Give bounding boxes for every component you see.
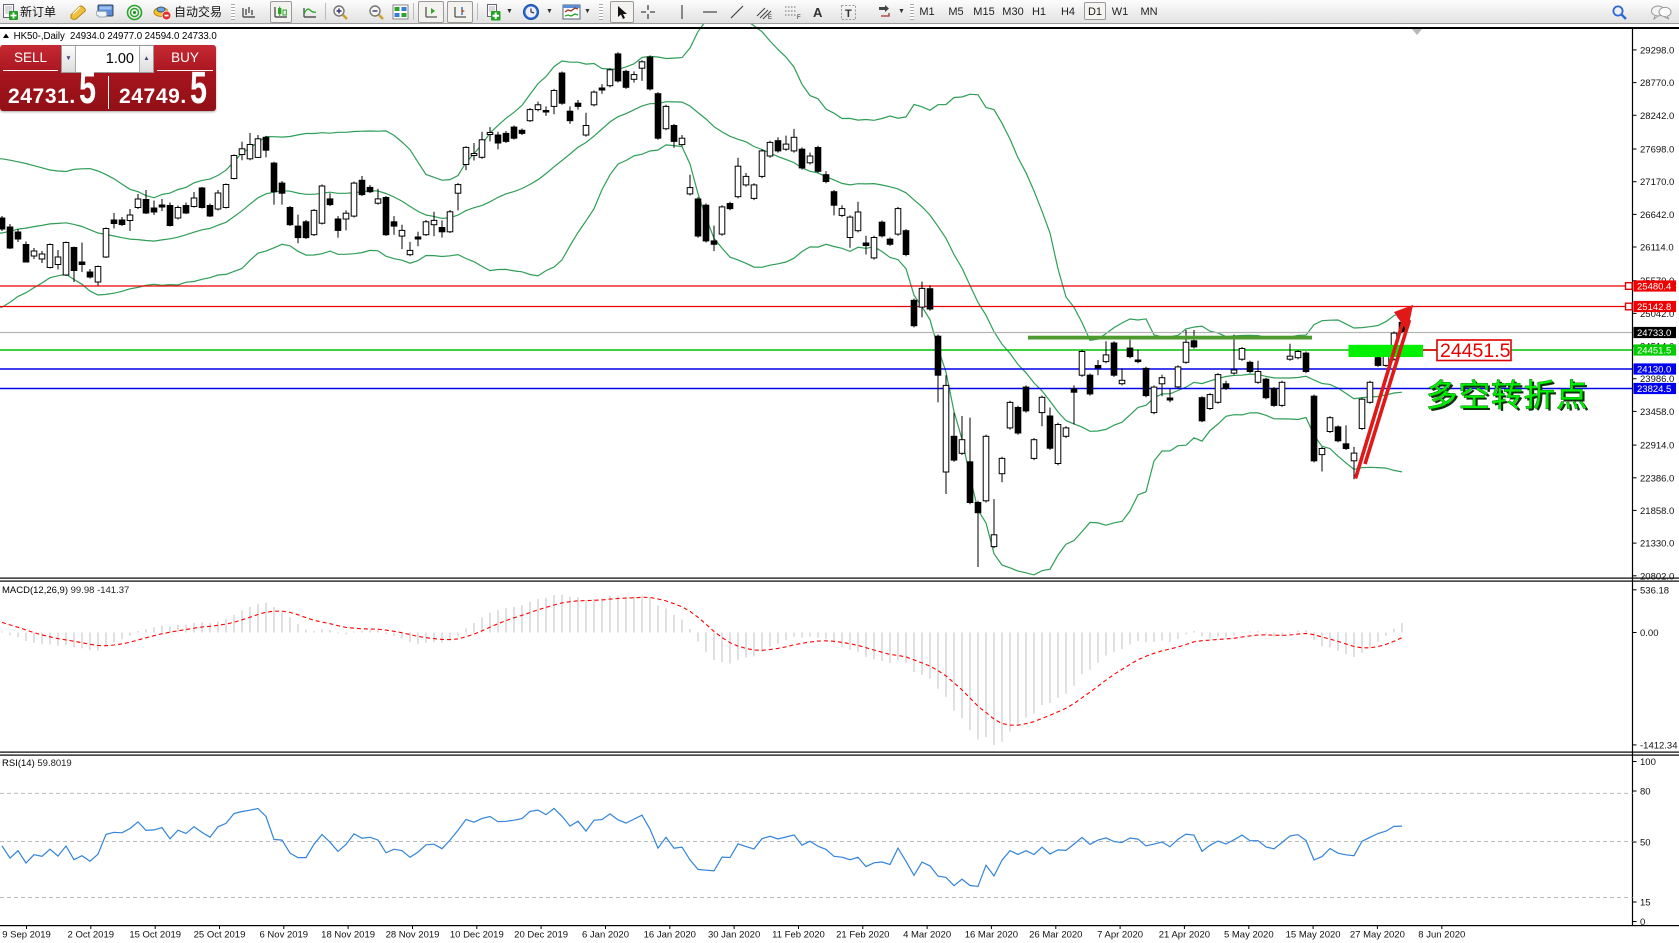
svg-text:4 Mar 2020: 4 Mar 2020 xyxy=(903,930,951,941)
svg-text:MACD(12,26,9) 99.98 -141.37: MACD(12,26,9) 99.98 -141.37 xyxy=(2,585,129,596)
svg-text:80: 80 xyxy=(1640,787,1651,798)
svg-text:15 May 2020: 15 May 2020 xyxy=(1286,930,1341,941)
svg-text:25480.4: 25480.4 xyxy=(1637,282,1671,293)
svg-text:0: 0 xyxy=(1640,917,1645,928)
svg-text:30 Jan 2020: 30 Jan 2020 xyxy=(708,930,760,941)
svg-text:24451.5: 24451.5 xyxy=(1440,340,1511,362)
svg-text:F: F xyxy=(797,15,801,20)
svg-text:6 Nov 2019: 6 Nov 2019 xyxy=(260,930,309,941)
svg-text:23824.5: 23824.5 xyxy=(1637,384,1671,395)
svg-text:28242.0: 28242.0 xyxy=(1640,111,1674,122)
svg-text:100: 100 xyxy=(1640,757,1656,768)
svg-text:23986.0: 23986.0 xyxy=(1640,374,1674,385)
svg-text:2 Oct 2019: 2 Oct 2019 xyxy=(68,930,114,941)
svg-text:8 Jun 2020: 8 Jun 2020 xyxy=(1418,930,1465,941)
svg-text:25142.8: 25142.8 xyxy=(1637,302,1671,313)
svg-text:29298.0: 29298.0 xyxy=(1640,45,1674,56)
svg-text:5 May 2020: 5 May 2020 xyxy=(1224,930,1274,941)
svg-text:15 Oct 2019: 15 Oct 2019 xyxy=(129,930,181,941)
svg-text:22386.0: 22386.0 xyxy=(1640,473,1674,484)
svg-text:T: T xyxy=(845,8,852,20)
svg-text:RSI(14) 59.8019: RSI(14) 59.8019 xyxy=(2,758,72,769)
svg-text:24130.0: 24130.0 xyxy=(1637,365,1671,376)
svg-text:24451.5: 24451.5 xyxy=(1637,346,1671,357)
svg-text:16 Mar 2020: 16 Mar 2020 xyxy=(965,930,1018,941)
svg-text:28 Nov 2019: 28 Nov 2019 xyxy=(386,930,440,941)
svg-text:536.18: 536.18 xyxy=(1640,585,1669,596)
svg-text:26114.0: 26114.0 xyxy=(1640,243,1674,254)
svg-text:24749.: 24749. xyxy=(119,85,187,108)
svg-text:5: 5 xyxy=(190,63,207,111)
svg-text:6 Jan 2020: 6 Jan 2020 xyxy=(582,930,629,941)
svg-text:27698.0: 27698.0 xyxy=(1640,145,1674,156)
svg-text:7 Apr 2020: 7 Apr 2020 xyxy=(1097,930,1143,941)
svg-text:20 Dec 2019: 20 Dec 2019 xyxy=(514,930,568,941)
svg-text:27 May 2020: 27 May 2020 xyxy=(1350,930,1405,941)
svg-text:26 Mar 2020: 26 Mar 2020 xyxy=(1029,930,1082,941)
svg-text:16 Jan 2020: 16 Jan 2020 xyxy=(644,930,696,941)
svg-text:25 Oct 2019: 25 Oct 2019 xyxy=(194,930,246,941)
svg-text:多空转折点: 多空转折点 xyxy=(1426,377,1589,413)
svg-text:22914.0: 22914.0 xyxy=(1640,441,1674,452)
svg-text:18 Nov 2019: 18 Nov 2019 xyxy=(321,930,375,941)
svg-text:50: 50 xyxy=(1640,838,1651,849)
svg-text:24733.0: 24733.0 xyxy=(1637,328,1671,339)
svg-text:5: 5 xyxy=(79,63,96,111)
svg-text:25042.0: 25042.0 xyxy=(1640,309,1674,320)
svg-text:20802.0: 20802.0 xyxy=(1640,571,1674,582)
svg-text:27170.0: 27170.0 xyxy=(1640,177,1674,188)
svg-text:11 Feb 2020: 11 Feb 2020 xyxy=(772,930,825,941)
svg-text:21858.0: 21858.0 xyxy=(1640,506,1674,517)
svg-text:-1412.34: -1412.34 xyxy=(1640,740,1678,751)
svg-text:E: E xyxy=(768,15,772,20)
svg-text:21 Feb 2020: 21 Feb 2020 xyxy=(836,930,889,941)
svg-text:21 Apr 2020: 21 Apr 2020 xyxy=(1159,930,1210,941)
svg-text:21330.0: 21330.0 xyxy=(1640,539,1674,550)
svg-text:10 Dec 2019: 10 Dec 2019 xyxy=(450,930,504,941)
svg-text:9 Sep 2019: 9 Sep 2019 xyxy=(2,930,51,941)
svg-text:15: 15 xyxy=(1640,898,1651,909)
svg-text:24731.: 24731. xyxy=(8,85,76,108)
svg-text:多空转折点: 多空转折点 xyxy=(1428,379,1591,415)
svg-text:26642.0: 26642.0 xyxy=(1640,210,1674,221)
svg-text:23458.0: 23458.0 xyxy=(1640,407,1674,418)
svg-text:0.00: 0.00 xyxy=(1640,628,1659,639)
svg-text:28770.0: 28770.0 xyxy=(1640,78,1674,89)
